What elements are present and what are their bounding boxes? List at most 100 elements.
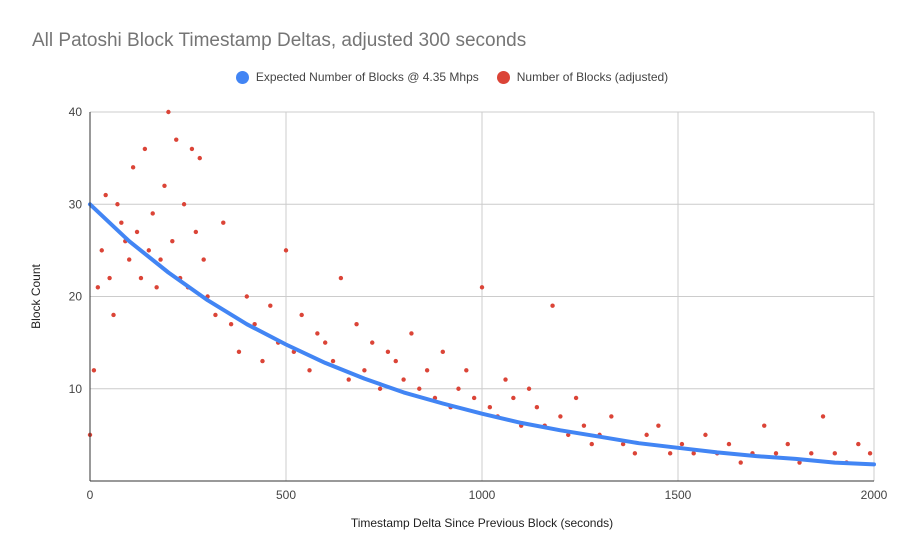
scatter-point: [589, 441, 594, 447]
scatter-point: [193, 229, 199, 235]
y-tick-label: 10: [69, 382, 83, 396]
scatter-point: [656, 423, 661, 428]
scatter-point: [107, 275, 112, 281]
scatter-point: [809, 451, 814, 456]
scatter-point: [644, 432, 649, 438]
scatter-point: [620, 441, 626, 447]
scatter-point: [573, 395, 579, 401]
scatter-point: [115, 202, 120, 207]
scatter-point: [558, 414, 563, 419]
scatter-point: [189, 146, 195, 152]
scatter-point: [691, 451, 696, 456]
scatter-point: [162, 183, 167, 188]
scatter-point: [503, 377, 508, 382]
scatter-point: [346, 377, 351, 382]
scatter-point: [534, 405, 540, 410]
axes: 10 20 30 40 0 500 1000 1500 2000: [69, 105, 888, 502]
scatter-point: [464, 368, 469, 373]
scatter-point: [526, 386, 532, 391]
scatter-point: [221, 220, 226, 225]
scatter-point: [170, 238, 175, 244]
scatter-point: [299, 312, 304, 318]
scatter-point: [511, 395, 516, 401]
scatter-point: [142, 146, 148, 152]
scatter-point: [146, 248, 151, 253]
x-tick-label: 2000: [861, 488, 888, 502]
scatter-point: [362, 368, 367, 373]
scatter-point: [581, 423, 587, 428]
scatter-point: [424, 368, 430, 373]
scatter-point: [773, 451, 779, 456]
scatter-point: [201, 257, 206, 262]
scatter-point: [283, 248, 289, 253]
scatter-point: [252, 321, 257, 327]
scatter-point: [134, 229, 140, 235]
scatter-point: [236, 349, 242, 355]
scatter-point: [370, 340, 375, 345]
scatter-point: [228, 321, 234, 327]
scatter-point: [99, 248, 104, 253]
legend-label-expected: Expected Number of Blocks @ 4.35 Mhps: [255, 70, 479, 84]
scatter-point: [111, 312, 116, 318]
scatter-point: [679, 441, 685, 447]
x-axis-title: Timestamp Delta Since Previous Block (se…: [351, 516, 613, 530]
scatter-point: [832, 451, 837, 456]
scatter-point: [632, 451, 638, 456]
x-tick-label: 1000: [469, 488, 496, 502]
scatter-point: [785, 441, 790, 447]
scatter-point: [856, 441, 861, 447]
legend-swatch-expected: [235, 70, 249, 84]
scatter-point: [130, 165, 136, 170]
scatter-point: [103, 192, 108, 198]
scatter-point: [158, 257, 163, 262]
legend-item-expected[interactable]: Expected Number of Blocks @ 4.35 Mhps: [235, 70, 479, 84]
scatter-point: [197, 155, 202, 161]
scatter-point: [417, 386, 422, 391]
legend-label-adjusted: Number of Blocks (adjusted): [516, 70, 669, 84]
scatter-point: [127, 257, 132, 262]
scatter-point: [315, 331, 320, 336]
legend-item-adjusted[interactable]: Number of Blocks (adjusted): [496, 70, 669, 84]
scatter-point: [385, 349, 391, 355]
scatter-point: [244, 294, 249, 299]
scatter-point: [354, 321, 359, 327]
scatter-series: [87, 109, 873, 465]
scatter-point: [609, 414, 614, 419]
legend-swatch-adjusted: [496, 70, 510, 84]
scatter-point: [401, 377, 406, 382]
scatter-point: [393, 358, 398, 364]
scatter-point: [91, 368, 97, 373]
y-tick-label: 40: [69, 105, 83, 119]
scatter-point: [820, 414, 826, 419]
scatter-point: [667, 451, 673, 456]
scatter-point: [323, 340, 328, 345]
scatter-point: [797, 460, 802, 465]
scatter-point: [456, 386, 461, 391]
scatter-point: [338, 275, 344, 281]
expected-line-series: [88, 202, 876, 467]
scatter-point: [181, 202, 187, 207]
chart-title: All Patoshi Block Timestamp Deltas, adju…: [32, 30, 527, 51]
scatter-point: [307, 368, 312, 373]
x-tick-label: 1500: [665, 488, 692, 502]
gridlines: [90, 111, 875, 481]
scatter-point: [471, 395, 477, 401]
y-tick-label: 20: [69, 290, 83, 304]
scatter-point: [119, 220, 124, 225]
scatter-point: [154, 285, 159, 290]
scatter-point: [260, 358, 265, 364]
scatter-point: [213, 312, 218, 318]
legend: Expected Number of Blocks @ 4.35 Mhps Nu…: [0, 70, 904, 84]
scatter-point: [550, 303, 555, 308]
scatter-point: [138, 275, 144, 281]
scatter-point: [95, 285, 101, 290]
x-tick-label: 0: [87, 488, 94, 502]
scatter-point: [487, 405, 493, 410]
scatter-point: [150, 211, 155, 216]
scatter-point: [867, 451, 873, 456]
scatter-point: [174, 137, 179, 142]
scatter-point: [268, 303, 273, 308]
y-tick-label: 30: [69, 197, 83, 211]
scatter-point: [726, 441, 732, 447]
